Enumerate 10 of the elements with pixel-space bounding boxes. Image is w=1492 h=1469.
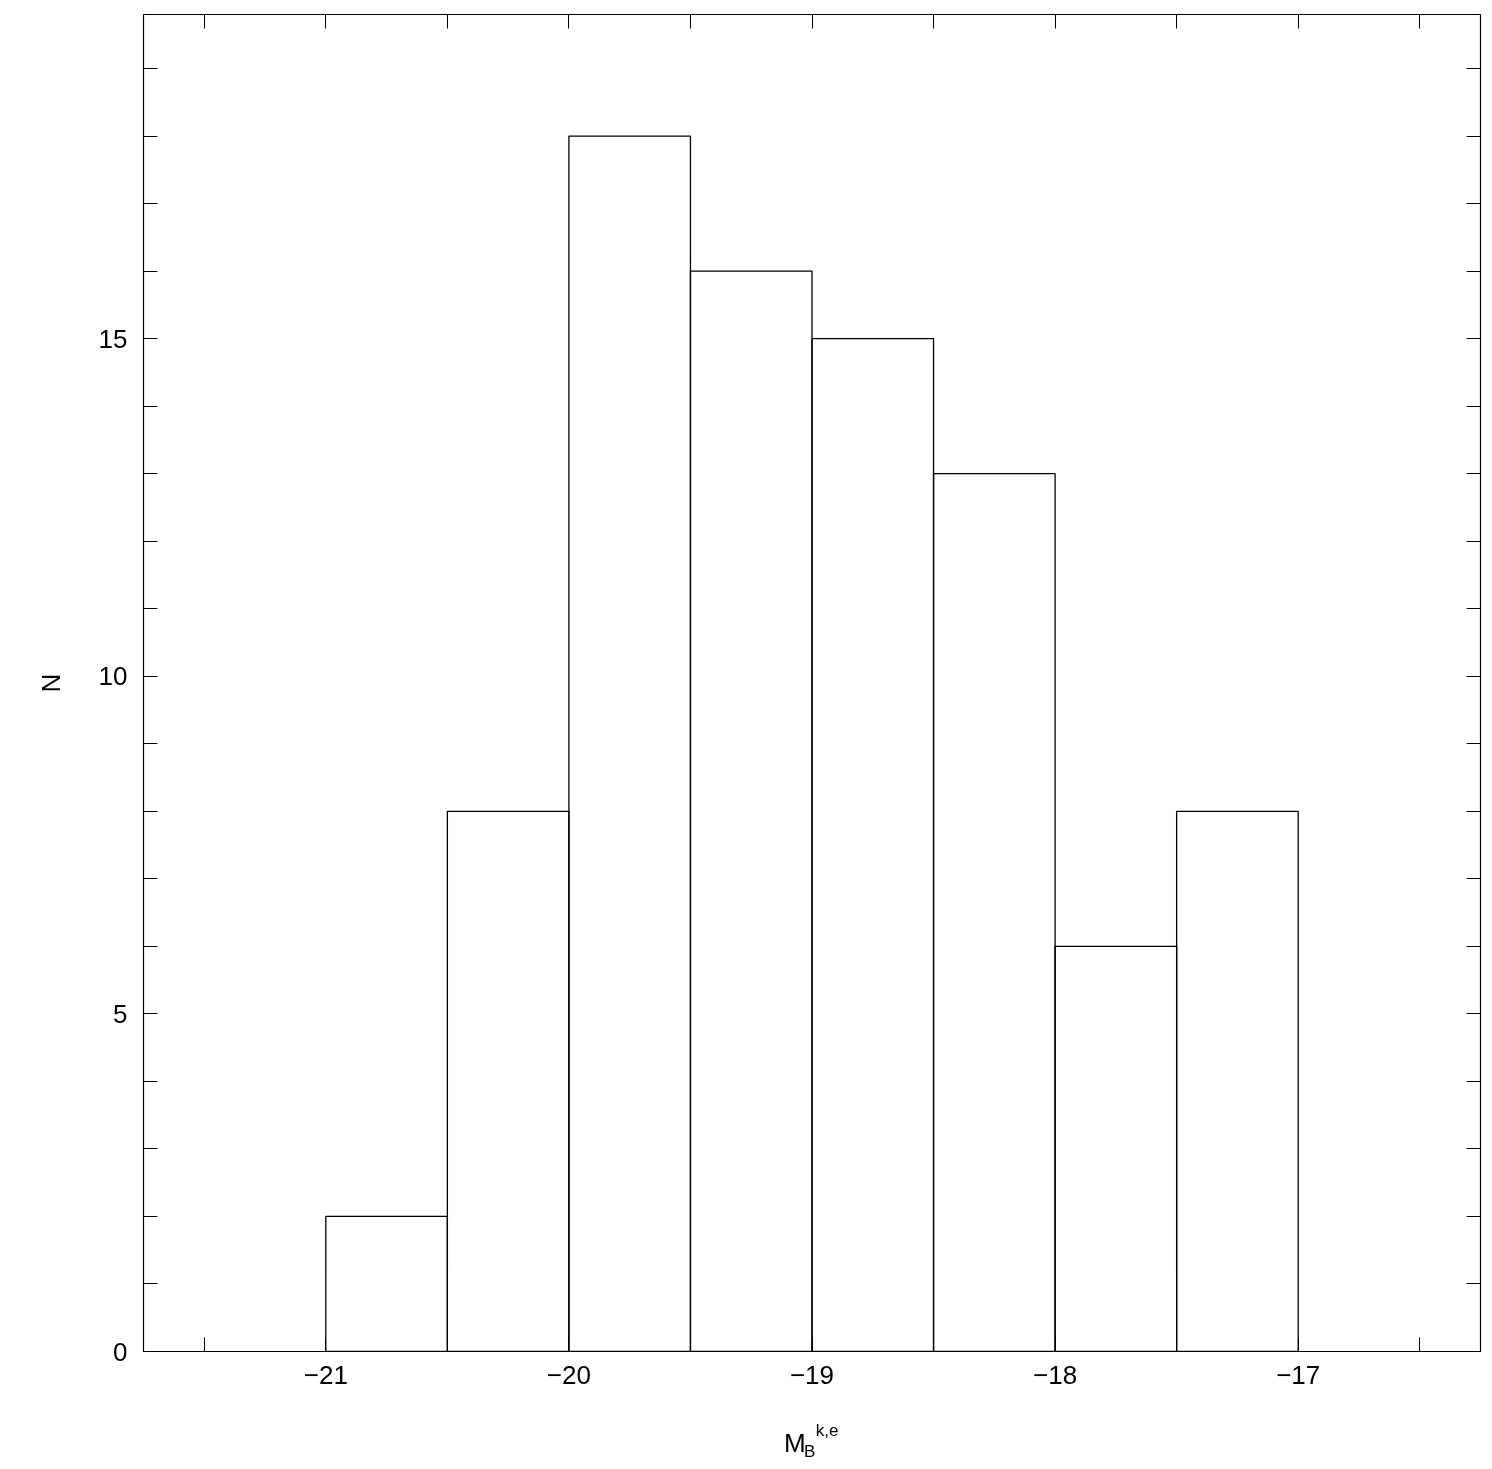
- x-tick-label: −18: [1033, 1359, 1078, 1390]
- y-tick-label: 10: [98, 661, 128, 692]
- y-tick-label: 5: [113, 998, 128, 1029]
- y-tick-label: 15: [98, 323, 128, 354]
- y-axis-title: N: [35, 673, 66, 693]
- y-tick-label: 0: [113, 1336, 128, 1367]
- x-tick-label: −20: [546, 1359, 591, 1390]
- x-tick-label: −17: [1276, 1359, 1321, 1390]
- x-tick-label: −19: [789, 1359, 835, 1390]
- x-tick-label: −21: [303, 1359, 348, 1390]
